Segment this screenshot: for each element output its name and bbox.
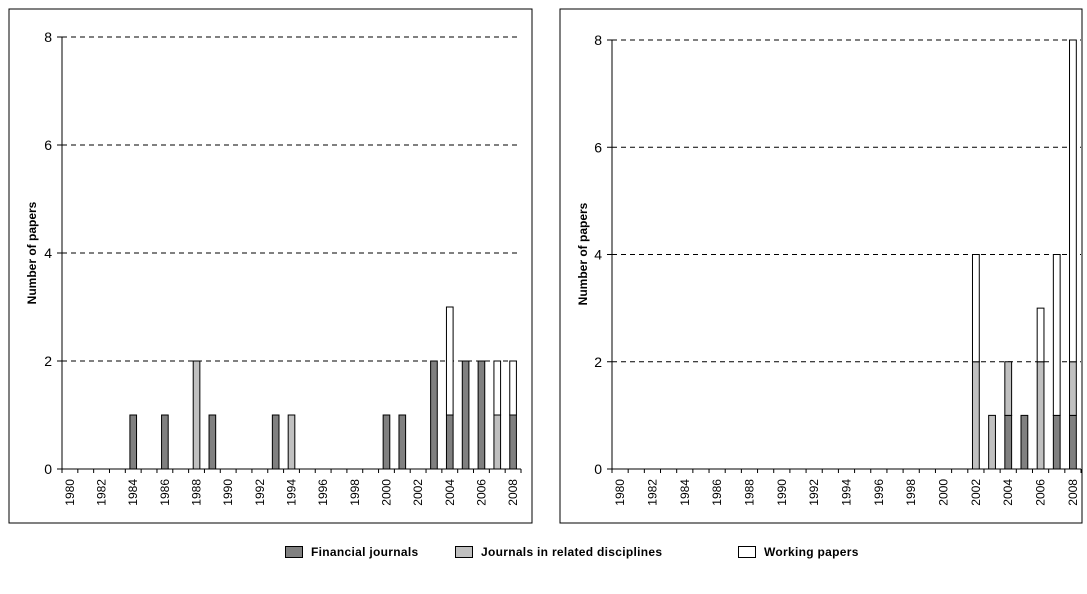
chart2-xtick-label: 1984 <box>678 479 692 506</box>
chart1-xtick-label: 2002 <box>411 479 425 506</box>
chart1-xtick-label: 1984 <box>126 479 140 506</box>
chart1-xtick-label: 2000 <box>379 479 393 506</box>
chart2-bar-financial-2008 <box>1069 414 1077 470</box>
chart1-xtick-label: 1998 <box>348 479 362 506</box>
chart2-ytick-label: 6 <box>594 139 602 155</box>
legend-label-working: Working papers <box>764 545 859 559</box>
chart1-xtick-label: 1994 <box>285 479 299 506</box>
chart2-bar-financial-2005 <box>1020 414 1029 470</box>
chart1-xtick-label: 1990 <box>221 479 235 506</box>
chart1-ylabel: Number of papers <box>25 201 39 304</box>
legend-label-financial: Financial journals <box>311 545 419 559</box>
chart1-ytick-label: 6 <box>44 137 52 153</box>
chart2-bar-working-2006 <box>1036 307 1045 363</box>
chart2-xtick-label: 1992 <box>807 479 821 506</box>
chart2-xtick-label: 1996 <box>872 479 886 506</box>
chart1-bar-financial-2008 <box>509 414 517 470</box>
legend-swatch-working <box>738 546 756 558</box>
legend-item-related: Journals in related disciplines <box>455 545 662 559</box>
chart1-xtick-label: 1988 <box>190 479 204 506</box>
chart2-bar-working-2007 <box>1052 254 1061 416</box>
chart1-frame <box>8 8 533 524</box>
chart2-ytick-label: 4 <box>594 247 602 263</box>
chart1-ytick-label: 0 <box>44 461 52 477</box>
chart2-frame <box>559 8 1083 524</box>
chart1-bar-financial-2001 <box>398 414 407 470</box>
chart2-xtick-label: 1988 <box>742 479 756 506</box>
chart1-bar-related-1988 <box>192 360 201 470</box>
chart1-bar-working-2007 <box>493 360 502 416</box>
chart2-xtick-label: 2000 <box>937 479 951 506</box>
chart1-ytick-label: 2 <box>44 353 52 369</box>
chart1-bar-financial-2000 <box>382 414 391 470</box>
chart2-bar-related-2003 <box>988 414 996 470</box>
chart2-xtick-label: 1998 <box>904 479 918 506</box>
chart1-xtick-label: 2008 <box>506 479 520 506</box>
chart2-bar-working-2002 <box>971 254 980 363</box>
chart1-bar-financial-2003 <box>430 360 438 470</box>
chart2-bar-financial-2007 <box>1052 414 1061 470</box>
legend-item-financial: Financial journals <box>285 545 418 559</box>
chart1-bar-financial-1986 <box>161 414 169 470</box>
chart2-ylabel: Number of papers <box>576 202 590 305</box>
chart2-xtick-label: 1990 <box>775 479 789 506</box>
chart1-xtick-label: 1992 <box>253 479 267 506</box>
chart1-xtick-label: 2004 <box>443 479 457 506</box>
chart1-bar-related-2007 <box>493 414 502 470</box>
chart2-bar-related-2008 <box>1069 361 1077 416</box>
chart1-xtick-label: 1986 <box>158 479 172 506</box>
chart2-bar-related-2002 <box>971 361 980 470</box>
chart1-xtick-label: 2006 <box>474 479 488 506</box>
chart2-xtick-label: 1980 <box>613 479 627 506</box>
chart2-xtick-label: 1994 <box>840 479 854 506</box>
chart1-bar-financial-2006 <box>477 360 486 470</box>
chart1-xtick-label: 1982 <box>95 479 109 506</box>
chart1-bar-financial-1989 <box>208 414 217 470</box>
chart1-bar-related-1994 <box>287 414 296 470</box>
chart2-ytick-label: 0 <box>594 461 602 477</box>
chart1-bar-working-2004 <box>445 306 454 416</box>
chart2-xtick-label: 1986 <box>710 479 724 506</box>
chart1-bar-financial-1993 <box>271 414 280 470</box>
chart1-bar-financial-2004 <box>445 414 454 470</box>
chart2-xtick-label: 2006 <box>1034 479 1048 506</box>
chart2-bar-related-2004 <box>1004 361 1013 416</box>
chart1-bar-working-2008 <box>509 360 517 416</box>
chart1-xtick-label: 1996 <box>316 479 330 506</box>
legend-swatch-financial <box>285 546 303 558</box>
chart1-ytick-label: 8 <box>44 29 52 45</box>
chart2-xtick-label: 1982 <box>645 479 659 506</box>
chart2-ytick-label: 2 <box>594 354 602 370</box>
chart1-ytick-label: 4 <box>44 245 52 261</box>
legend-label-related: Journals in related disciplines <box>481 545 663 559</box>
chart2-bar-financial-2004 <box>1004 414 1013 470</box>
chart2-bar-working-2008 <box>1069 39 1077 363</box>
chart2-xtick-label: 2008 <box>1066 479 1080 506</box>
chart1-bar-financial-1984 <box>129 414 138 470</box>
legend: Financial journals Journals in related d… <box>0 545 1087 585</box>
chart1-xtick-label: 1980 <box>63 479 77 506</box>
chart2-xtick-label: 2002 <box>969 479 983 506</box>
legend-item-working: Working papers <box>738 545 859 559</box>
chart1-bar-financial-2005 <box>461 360 470 470</box>
chart2-bar-related-2006 <box>1036 361 1045 470</box>
legend-swatch-related <box>455 546 473 558</box>
chart2-ytick-label: 8 <box>594 32 602 48</box>
chart2-xtick-label: 2004 <box>1001 479 1015 506</box>
